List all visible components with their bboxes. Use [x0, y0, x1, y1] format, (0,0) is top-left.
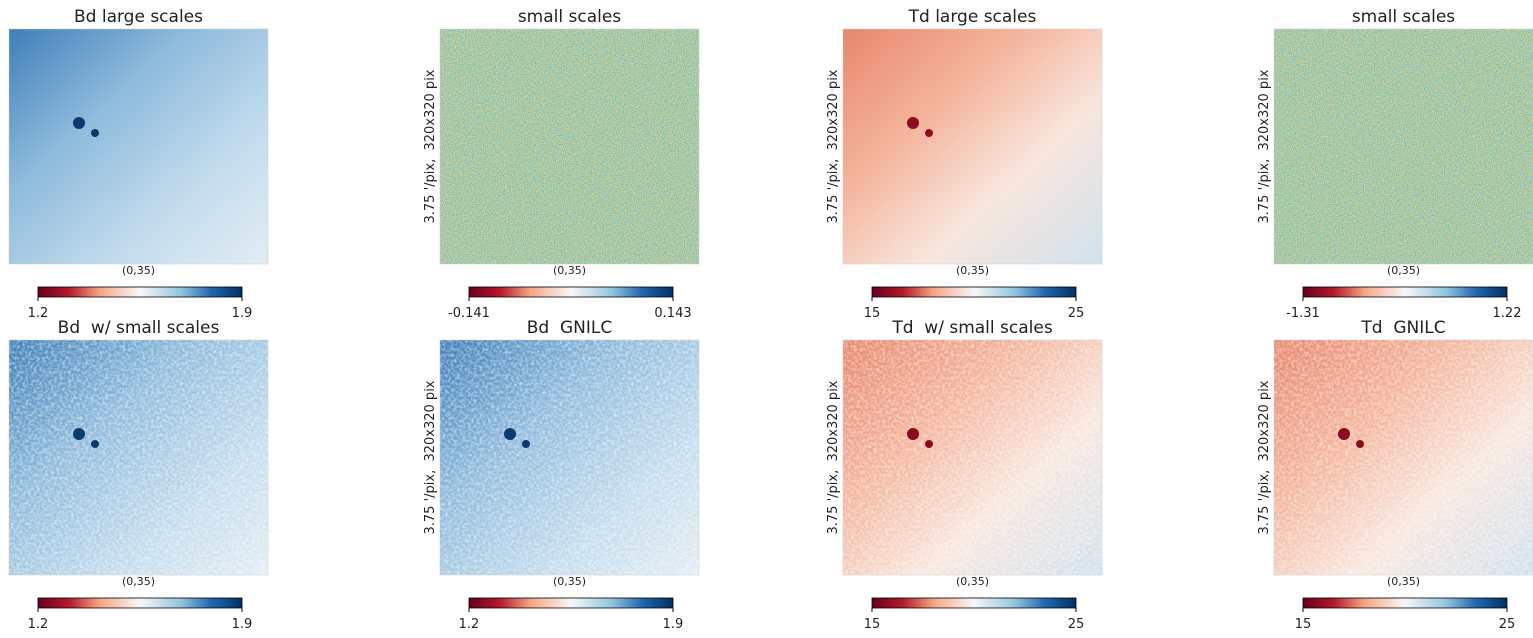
colorbar: [872, 598, 1076, 608]
colorbar-max: 25: [1068, 617, 1085, 632]
panel: Td GNILC (0,35) 3.75 '/pix, 320x320 pix 15 2…: [1257, 318, 1533, 632]
map-source: [91, 129, 99, 137]
colorbar: [872, 287, 1076, 297]
map: [9, 29, 268, 264]
map-source: [925, 440, 933, 448]
panel: Td large scales (0,35) 3.75 '/pix, 320x320…: [826, 7, 1102, 321]
panel-title: Bd large scales: [74, 7, 203, 27]
colorbar-min: 1.2: [28, 617, 49, 632]
colorbar-max: 1.22: [1493, 306, 1522, 321]
side-label: 3.75 '/pix, 320x320 pix: [1257, 380, 1272, 534]
map-noise: [1274, 29, 1533, 264]
colorbar-min: 1.2: [459, 617, 480, 632]
colorbar-min: -1.31: [1286, 306, 1320, 321]
colorbar-max: 1.9: [663, 617, 684, 632]
colorbar: [38, 287, 242, 297]
panel-title: Bd GNILC: [527, 318, 613, 338]
coord-label: (0,35): [1387, 264, 1420, 277]
side-label: 3.75 '/pix, 320x320 pix: [826, 380, 841, 534]
colorbar-min: 15: [1295, 617, 1312, 632]
coord-label: (0,35): [1387, 575, 1420, 588]
map-source: [925, 129, 933, 137]
coord-label: (0,35): [553, 575, 586, 588]
coord-label: (0,35): [956, 264, 989, 277]
coord-label: (0,35): [956, 575, 989, 588]
figure: Bd large scales (0,35) 1.2 1.9 small scales (…: [0, 0, 1533, 634]
map-source: [907, 117, 919, 129]
panel-title: Bd w/ small scales: [58, 318, 220, 338]
colorbar-max: 1.9: [232, 306, 253, 321]
colorbar-max: 25: [1499, 617, 1516, 632]
panel: Bd GNILC (0,35) 3.75 '/pix, 320x320 pix 1.2…: [423, 318, 699, 632]
side-label: 3.75 '/pix, 320x320 pix: [423, 380, 438, 534]
map-source: [522, 440, 530, 448]
map-noise: [843, 340, 1102, 575]
panel: small scales (0,35) 3.75 '/pix, 320x320 pi…: [1257, 7, 1533, 321]
map: [843, 29, 1102, 264]
panel-title: Td w/ small scales: [891, 318, 1053, 338]
panel-title: small scales: [1352, 7, 1455, 27]
colorbar: [469, 287, 673, 297]
coord-label: (0,35): [122, 264, 155, 277]
map-source: [1356, 440, 1364, 448]
map-noise: [440, 340, 699, 575]
panel-title: small scales: [518, 7, 621, 27]
colorbar-min: 15: [864, 617, 881, 632]
colorbar-max: 1.9: [232, 617, 253, 632]
coord-label: (0,35): [553, 264, 586, 277]
side-label: 3.75 '/pix, 320x320 pix: [1257, 69, 1272, 223]
colorbar-max: 0.143: [654, 306, 691, 321]
colorbar-min: 1.2: [28, 306, 49, 321]
panel: small scales (0,35) 3.75 '/pix, 320x320 pi…: [423, 7, 699, 321]
colorbar: [1303, 287, 1507, 297]
colorbar-max: 25: [1068, 306, 1085, 321]
colorbar: [469, 598, 673, 608]
map-source: [907, 428, 919, 440]
map-noise: [1274, 340, 1533, 575]
panel: Td w/ small scales (0,35) 3.75 '/pix, 320x…: [826, 318, 1102, 632]
panel: Bd w/ small scales (0,35) 1.2 1.9: [9, 318, 268, 632]
map-source: [73, 117, 85, 129]
colorbar: [1303, 598, 1507, 608]
map-noise: [9, 340, 268, 575]
map-source: [504, 428, 516, 440]
side-label: 3.75 '/pix, 320x320 pix: [826, 69, 841, 223]
map-source: [73, 428, 85, 440]
map-source: [91, 440, 99, 448]
map-source: [1338, 428, 1350, 440]
side-label: 3.75 '/pix, 320x320 pix: [423, 69, 438, 223]
panel: Bd large scales (0,35) 1.2 1.9: [9, 7, 268, 321]
colorbar-min: -0.141: [448, 306, 490, 321]
coord-label: (0,35): [122, 575, 155, 588]
panel-title: Td large scales: [908, 7, 1037, 27]
colorbar-min: 15: [864, 306, 881, 321]
panel-title: Td GNILC: [1360, 318, 1445, 338]
colorbar: [38, 598, 242, 608]
map-noise: [440, 29, 699, 264]
